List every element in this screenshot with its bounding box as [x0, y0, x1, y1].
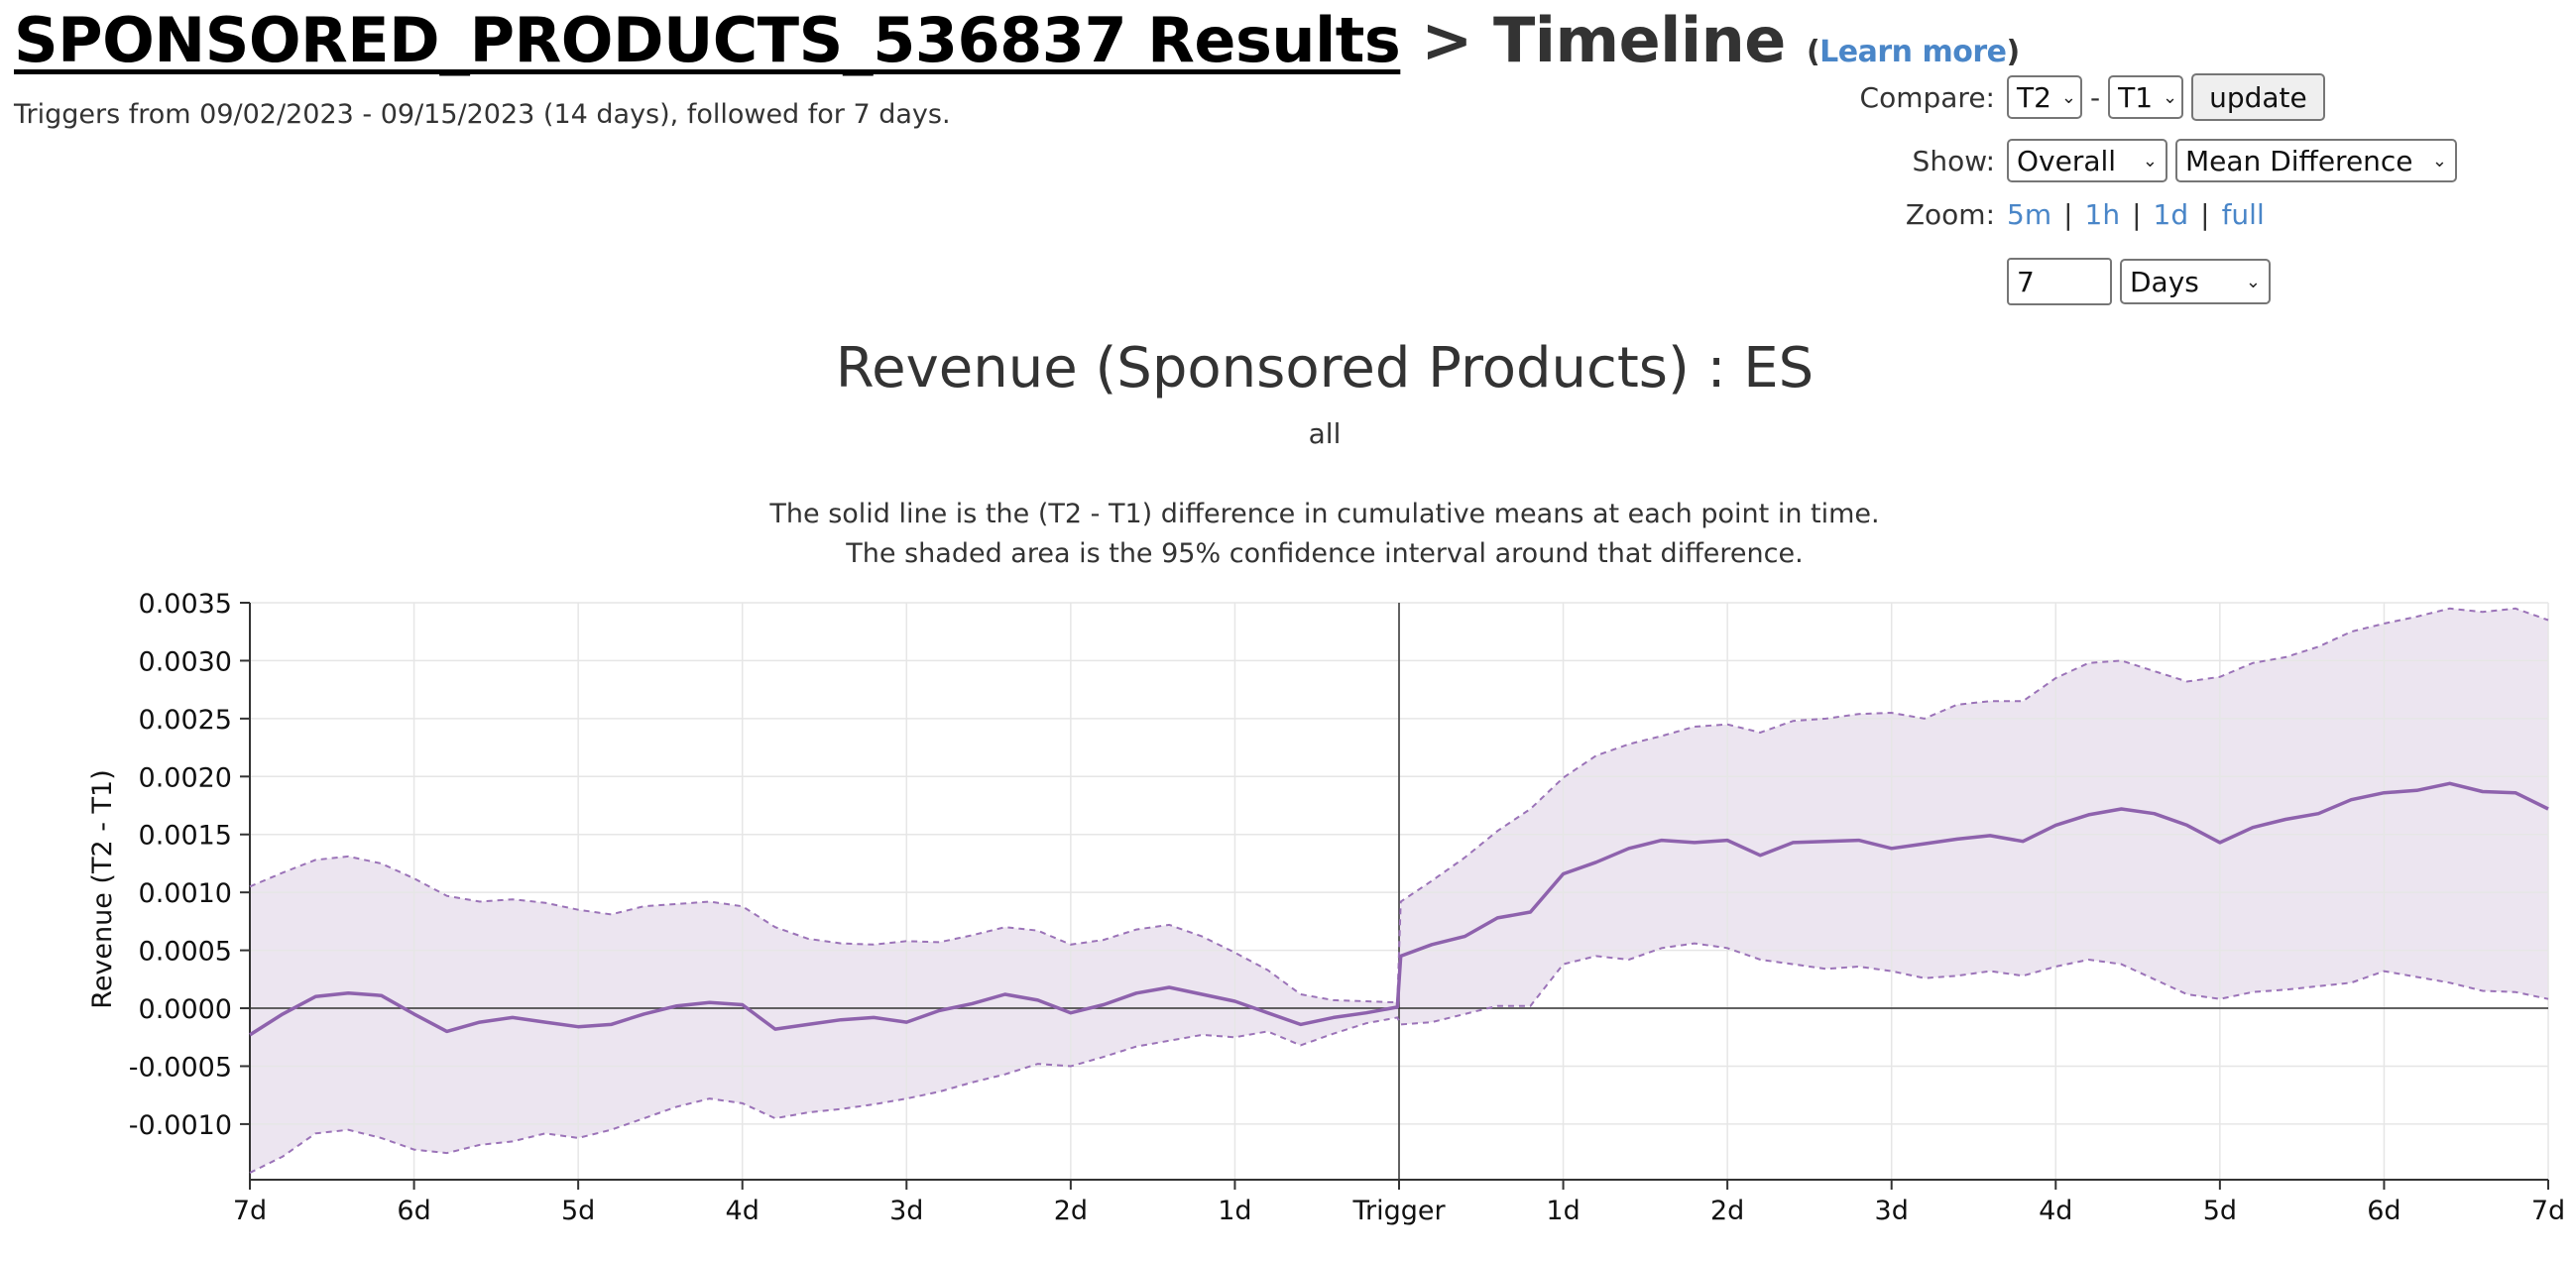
x-tick-label: Trigger	[1351, 1196, 1446, 1226]
compare-b-value: T1	[2118, 80, 2154, 114]
y-tick-label: 0.0015	[139, 821, 232, 852]
zoom-1h-link[interactable]: 1h	[2084, 198, 2121, 231]
y-tick-label: 0.0020	[139, 762, 232, 793]
chart-title: Revenue (Sponsored Products) : ES	[836, 336, 1814, 401]
section-name: Timeline	[1492, 4, 1786, 76]
x-tick-label: 3d	[1875, 1196, 1909, 1226]
show-scope-value: Overall	[2017, 144, 2117, 177]
learn-more-link[interactable]: Learn more	[1819, 35, 2007, 69]
x-tick-label: 2d	[1710, 1196, 1744, 1226]
chevron-down-icon: ⌄	[2142, 150, 2158, 172]
learn-more-group: (Learn more)	[1807, 35, 2020, 69]
trigger-range-text: Triggers from 09/02/2023 - 09/15/2023 (1…	[14, 99, 951, 130]
zoom-full-link[interactable]: full	[2221, 198, 2265, 231]
x-tick-label: 4d	[726, 1196, 760, 1226]
show-metric-select[interactable]: Mean Difference ⌄	[2175, 139, 2457, 182]
y-tick-label: 0.0025	[139, 705, 232, 736]
x-tick-label: 1d	[1546, 1196, 1580, 1226]
mean-difference-line	[249, 781, 2549, 1037]
chart-description-line-2: The shaded area is the 95% confidence in…	[845, 538, 1803, 569]
plot-area: 0.0035 0.0030 0.0025 0.0020 0.0015 0.0010 0.00…	[129, 589, 2565, 1226]
y-tick-label: 0.0035	[139, 589, 232, 620]
x-tick-label: 7d	[233, 1196, 267, 1226]
x-tick-label: 4d	[2039, 1196, 2072, 1226]
compare-label: Compare:	[1859, 80, 1995, 114]
chevron-down-icon: ⌄	[2163, 86, 2178, 108]
upper-bound-line	[249, 607, 2549, 1004]
zoom-unit-select[interactable]: Days ⌄	[2120, 259, 2271, 304]
title-separator: >	[1421, 4, 1472, 76]
y-tick-label: 0.0000	[139, 994, 232, 1025]
zoom-value-input[interactable]: 7	[2007, 258, 2112, 305]
zoom-separator: |	[2063, 198, 2073, 231]
y-axis-title: Revenue (T2 - T1)	[87, 769, 118, 1008]
y-tick-label: -0.0010	[129, 1110, 232, 1141]
show-metric-value: Mean Difference	[2185, 144, 2413, 177]
update-button[interactable]: update	[2191, 73, 2325, 121]
compare-row: Compare: T2 ⌄ - T1 ⌄ update	[1844, 73, 2325, 121]
zoom-separator: |	[2132, 198, 2142, 231]
chart-description-line-1: The solid line is the (T2 - T1) differen…	[768, 499, 1879, 529]
compare-b-select[interactable]: T1 ⌄	[2108, 75, 2184, 119]
compare-a-select[interactable]: T2 ⌄	[2007, 75, 2082, 119]
y-tick-label: 0.0030	[139, 646, 232, 677]
zoom-label: Zoom:	[1905, 198, 1995, 231]
chevron-down-icon: ⌄	[2060, 86, 2077, 108]
compare-a-value: T2	[2017, 80, 2051, 114]
x-tick-label: 6d	[397, 1196, 430, 1226]
lower-bound-line	[249, 942, 2549, 1174]
y-tick-label: 0.0005	[139, 937, 232, 968]
x-tick-label: 3d	[889, 1196, 923, 1226]
show-label: Show:	[1912, 144, 1995, 177]
zoom-1d-link[interactable]: 1d	[2153, 198, 2189, 231]
timeline-chart: Revenue (Sponsored Products) : ES all Th…	[87, 336, 2565, 1226]
x-tick-label: 1d	[1218, 1196, 1251, 1226]
x-tick-label: 7d	[2531, 1196, 2565, 1226]
x-tick-label: 5d	[2203, 1196, 2237, 1226]
compare-dash: -	[2090, 80, 2101, 114]
zoom-unit-value: Days	[2130, 265, 2199, 298]
show-scope-select[interactable]: Overall ⌄	[2007, 139, 2167, 182]
learn-more-close-paren: )	[2006, 35, 2020, 69]
x-tick-label: 2d	[1054, 1196, 1088, 1226]
chevron-down-icon: ⌄	[2431, 150, 2447, 172]
y-tick-label: 0.0010	[139, 878, 232, 909]
zoom-5m-link[interactable]: 5m	[2007, 198, 2052, 231]
page-title: SPONSORED_PRODUCTS_536837 Results > Time…	[14, 4, 2020, 76]
learn-more-open-paren: (	[1806, 35, 1820, 69]
chevron-down-icon: ⌄	[2245, 271, 2261, 292]
zoom-row: Zoom: 5m | 1h | 1d | full	[1844, 198, 2265, 231]
confidence-band	[250, 608, 2548, 1173]
x-tick-label: 6d	[2367, 1196, 2400, 1226]
report-name-link[interactable]: SPONSORED_PRODUCTS_536837 Results	[14, 4, 1401, 76]
zoom-separator: |	[2200, 198, 2210, 231]
x-tick-label: 5d	[561, 1196, 595, 1226]
y-tick-label: -0.0005	[129, 1052, 232, 1083]
chart-subtitle: all	[1309, 417, 1342, 450]
zoom-custom-row: 7 Days ⌄	[2007, 258, 2271, 305]
show-row: Show: Overall ⌄ Mean Difference ⌄	[1844, 139, 2457, 182]
